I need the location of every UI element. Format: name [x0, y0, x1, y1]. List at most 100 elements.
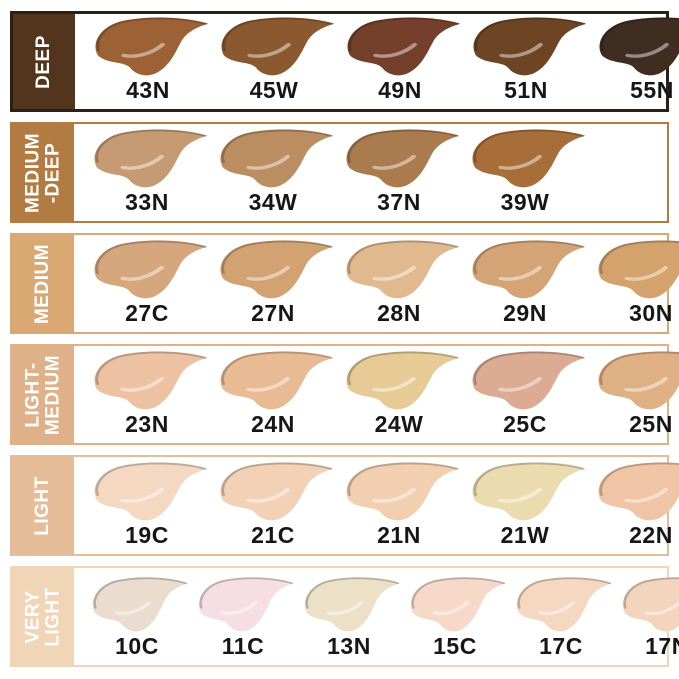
foundation-smear-swatch — [598, 462, 679, 521]
shade-row-light: LIGHT 19C 21C 21N 21W 22N — [10, 455, 679, 556]
shade-swatch-item: 25N — [588, 349, 679, 436]
category-label-text: LIGHT — [32, 475, 54, 536]
shade-code: 21N — [377, 521, 421, 548]
shade-swatch-item: 55N — [589, 15, 679, 102]
shade-swatch-item: 21W — [462, 460, 588, 547]
category-label-text: DEEP — [33, 34, 55, 89]
foundation-smear-swatch — [472, 240, 586, 299]
foundation-smear-swatch — [410, 577, 506, 632]
foundation-smear-swatch — [94, 240, 208, 299]
shade-code: 25N — [629, 410, 673, 437]
category-label: LIGHT- MEDIUM — [12, 346, 74, 443]
shade-swatch-item: 30N — [588, 238, 679, 325]
shade-swatch-item: 15C — [402, 575, 508, 658]
category-label: LIGHT — [12, 457, 74, 554]
shade-list: 10C 11C 13N 15C 17C 17N — [74, 568, 679, 665]
foundation-smear-swatch — [220, 351, 334, 410]
foundation-smear-swatch — [346, 129, 460, 188]
shade-code: 34W — [248, 188, 298, 215]
foundation-smear-swatch — [94, 129, 208, 188]
category-label: MEDIUM — [12, 235, 74, 332]
shade-row-medium-deep: MEDIUM -DEEP 33N 34W 37N 39W — [10, 122, 669, 223]
shade-code: 45W — [249, 76, 299, 103]
shade-swatch-item: 45W — [211, 15, 337, 102]
shade-row-deep: DEEP 43N 45W 49N 51N 55N — [10, 11, 679, 112]
shade-swatch-item: 33N — [84, 127, 210, 214]
foundation-smear-swatch — [472, 129, 586, 188]
shade-code: 28N — [377, 299, 421, 326]
shade-code: 17N — [645, 632, 679, 659]
shade-swatch-item: 28N — [336, 238, 462, 325]
shade-swatch-item: 49N — [337, 15, 463, 102]
foundation-smear-swatch — [92, 577, 188, 632]
foundation-smear-swatch — [220, 129, 334, 188]
category-label-text: LIGHT- MEDIUM — [22, 354, 63, 435]
shade-swatch-item: 25C — [462, 349, 588, 436]
foundation-smear-swatch — [346, 351, 460, 410]
foundation-smear-swatch — [472, 351, 586, 410]
shade-swatch-item: 11C — [190, 575, 296, 658]
shade-row-light-medium: LIGHT- MEDIUM 23N 24N 24W 25C 25N — [10, 344, 679, 445]
foundation-smear-swatch — [304, 577, 400, 632]
shade-swatch-item: 24N — [210, 349, 336, 436]
foundation-smear-swatch — [94, 462, 208, 521]
category-label: DEEP — [13, 14, 75, 109]
category-label: MEDIUM -DEEP — [12, 124, 74, 221]
shade-code: 24N — [251, 410, 295, 437]
category-label-text: MEDIUM — [32, 243, 54, 324]
category-label: VERY LIGHT — [12, 568, 74, 665]
shade-code: 11C — [221, 632, 265, 659]
shade-code: 29N — [503, 299, 547, 326]
shade-swatch-item: 27C — [84, 238, 210, 325]
shade-list: 23N 24N 24W 25C 25N — [74, 346, 679, 443]
foundation-smear-swatch — [598, 351, 679, 410]
shade-swatch-item: 21N — [336, 460, 462, 547]
shade-list: 43N 45W 49N 51N 55N — [75, 14, 679, 109]
shade-code: 39W — [500, 188, 550, 215]
shade-swatch-item: 13N — [296, 575, 402, 658]
foundation-smear-swatch — [220, 462, 334, 521]
foundation-smear-swatch — [94, 351, 208, 410]
shade-swatch-item: 27N — [210, 238, 336, 325]
category-label-text: MEDIUM -DEEP — [22, 132, 63, 213]
shade-swatch-item: 24W — [336, 349, 462, 436]
shade-code: 19C — [125, 521, 169, 548]
shade-code: 10C — [115, 632, 159, 659]
shade-swatch-item: 17N — [614, 575, 679, 658]
shade-code: 33N — [125, 188, 169, 215]
shade-code: 17C — [539, 632, 583, 659]
foundation-smear-swatch — [346, 240, 460, 299]
shade-list: 27C 27N 28N 29N 30N — [74, 235, 679, 332]
shade-code: 30N — [629, 299, 673, 326]
foundation-smear-swatch — [198, 577, 294, 632]
shade-list: 33N 34W 37N 39W — [74, 124, 667, 221]
shade-code: 24W — [374, 410, 424, 437]
shade-row-medium: MEDIUM 27C 27N 28N 29N 30N — [10, 233, 679, 334]
shade-swatch-item: 23N — [84, 349, 210, 436]
shade-code: 13N — [327, 632, 371, 659]
shade-code: 43N — [126, 76, 170, 103]
foundation-smear-swatch — [472, 462, 586, 521]
shade-code: 51N — [504, 76, 548, 103]
shade-swatch-item: 19C — [84, 460, 210, 547]
shade-code: 55N — [630, 76, 674, 103]
shade-swatch-item: 21C — [210, 460, 336, 547]
shade-list: 19C 21C 21N 21W 22N — [74, 457, 679, 554]
foundation-smear-swatch — [346, 462, 460, 521]
shade-code: 27C — [125, 299, 169, 326]
shade-code: 25C — [503, 410, 547, 437]
category-label-text: VERY LIGHT — [22, 586, 63, 647]
shade-swatch-item: 37N — [336, 127, 462, 214]
foundation-smear-swatch — [221, 17, 335, 76]
shade-swatch-item: 29N — [462, 238, 588, 325]
foundation-smear-swatch — [599, 17, 679, 76]
foundation-smear-swatch — [598, 240, 679, 299]
shade-code: 49N — [378, 76, 422, 103]
shade-code: 21W — [500, 521, 550, 548]
shade-code: 15C — [433, 632, 477, 659]
shade-swatch-item: 34W — [210, 127, 336, 214]
foundation-smear-swatch — [95, 17, 209, 76]
shade-swatch-item: 39W — [462, 127, 588, 214]
